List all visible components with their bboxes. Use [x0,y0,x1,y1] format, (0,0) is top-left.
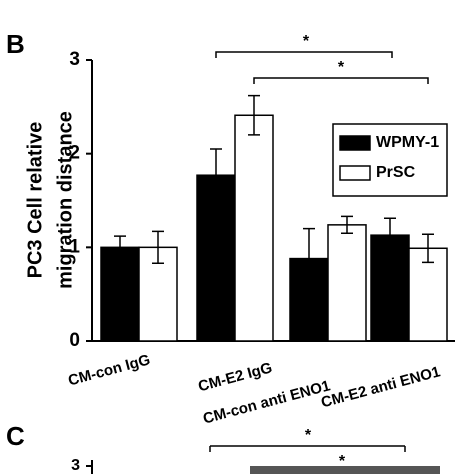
y-tick-label: 3 [71,457,80,474]
error-bar [384,217,396,253]
error-bar [248,94,260,136]
significance-star: * [305,427,312,444]
bar-partial [250,466,440,474]
y-tick-label: 3 [69,49,80,70]
error-bar [303,227,315,290]
error-bar [152,230,164,265]
x-tick-label: CM-E2 anti ENO1 [319,363,442,411]
bar [234,114,274,342]
panel-label: C [6,421,25,451]
bar [196,174,236,342]
error-bar [114,235,126,260]
significance-bracket [253,77,429,84]
legend-label: PrSC [376,164,416,181]
y-tick-label: 0 [69,330,80,351]
y-tick-label: 2 [69,143,80,164]
error-bar [422,233,434,264]
x-tick-label: CM-con IgG [66,351,152,389]
significance-star: * [338,59,345,76]
error-bar [341,215,353,235]
bar [408,247,448,342]
significance-bracket [215,51,393,58]
bar [327,224,367,342]
legend-swatch [339,135,371,151]
bar [100,246,140,342]
y-axis-label: migration distance [54,111,76,289]
x-tick-label: CM-E2 IgG [196,359,274,395]
panel-label: B [6,29,25,59]
legend-label: WPMY-1 [376,134,439,151]
error-bar [210,148,222,203]
significance-star: * [339,453,346,470]
significance-star: * [303,33,310,50]
legend-swatch [339,165,371,181]
y-axis-label: PC3 Cell relative [24,122,46,279]
bar [138,246,178,342]
y-tick-label: 1 [69,236,80,257]
